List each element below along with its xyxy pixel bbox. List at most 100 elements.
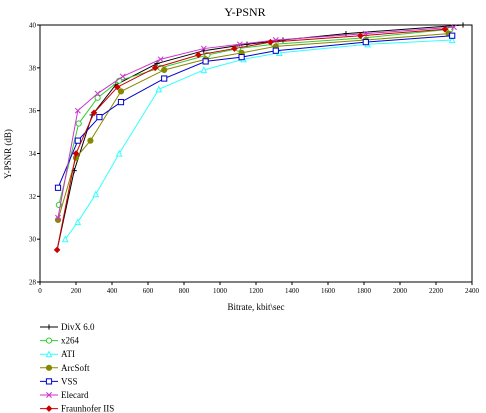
legend-item-x264: x264 <box>40 336 80 346</box>
legend-label: x264 <box>61 336 80 346</box>
legend-marker <box>46 324 52 330</box>
y-tick-label: 34 <box>29 150 37 158</box>
data-point <box>87 137 94 144</box>
data-point <box>54 184 62 191</box>
y-tick-label: 38 <box>29 64 37 72</box>
legend-label: Elecard <box>61 390 89 400</box>
x-axis-title: Bitrate, kbit\sec <box>228 302 285 312</box>
data-point <box>154 60 160 67</box>
data-point <box>236 41 243 48</box>
data-point <box>117 88 125 95</box>
legend: DivX 6.0 x264 ATI ArcSoft VSS Elecard Fraunhof… <box>40 322 114 413</box>
data-point <box>114 83 121 91</box>
data-point <box>151 64 159 72</box>
data-point <box>238 54 245 61</box>
plot-frame <box>39 24 473 283</box>
data-point <box>460 22 466 28</box>
data-point <box>74 137 81 144</box>
legend-marker <box>45 350 53 358</box>
data-point <box>272 47 279 54</box>
series-layer <box>53 22 466 254</box>
data-point <box>72 150 80 157</box>
series-ati <box>61 36 456 243</box>
legend-marker <box>45 364 53 371</box>
data-point <box>157 56 164 63</box>
x-tick-label: 2200 <box>429 287 444 295</box>
data-point <box>161 75 168 82</box>
data-point <box>115 149 123 157</box>
data-point <box>362 39 369 46</box>
data-point <box>94 90 101 97</box>
x-tick-label: 1000 <box>213 287 228 295</box>
x-tick-label: 200 <box>71 287 82 295</box>
y-tick-label: 30 <box>29 236 37 244</box>
series-x264 <box>55 26 454 208</box>
legend-item-elecard: Elecard <box>40 390 89 400</box>
x-axis: 0 200 400 600 800 1000 1200 1400 1600 1800 2000 220… <box>38 282 480 295</box>
data-point <box>267 38 274 46</box>
x-tick-label: 2000 <box>393 287 408 295</box>
data-point <box>202 58 209 65</box>
data-point <box>74 218 82 226</box>
legend-item-vss: VSS <box>40 376 78 386</box>
series-line-x264 <box>58 28 451 206</box>
series-line-divx-6-0 <box>56 24 464 250</box>
legend-marker <box>45 337 53 344</box>
series-line-ati <box>64 39 453 240</box>
data-point <box>200 45 207 52</box>
legend-item-arcsoft: ArcSoft <box>40 363 90 373</box>
data-point <box>61 235 69 243</box>
series-line-fraunhofer-iis <box>56 28 446 250</box>
x-tick-label: 0 <box>38 287 42 295</box>
legend-marker <box>45 378 53 385</box>
y-axis: 28 30 32 34 36 38 40 <box>29 22 40 287</box>
chart-title: Y-PSNR <box>224 5 265 19</box>
plot-area <box>39 24 473 283</box>
series-vss <box>54 32 456 191</box>
data-point <box>357 32 364 40</box>
legend-label: ArcSoft <box>61 363 90 373</box>
data-point <box>74 107 81 114</box>
data-point <box>451 24 457 31</box>
x-tick-label: 800 <box>179 287 190 295</box>
y-tick-label: 36 <box>29 107 37 115</box>
x-tick-label: 2400 <box>465 287 480 295</box>
data-point <box>448 36 456 44</box>
legend-label: ATI <box>61 349 75 359</box>
data-point <box>161 66 168 74</box>
data-point <box>155 85 163 93</box>
data-point <box>55 214 61 221</box>
series-fraunhofer-iis <box>53 25 449 254</box>
data-point <box>92 190 100 198</box>
series-arcsoft <box>54 30 452 223</box>
y-tick-label: 32 <box>29 193 37 201</box>
x-tick-label: 600 <box>143 287 154 295</box>
data-point <box>119 73 126 80</box>
data-point <box>117 99 125 106</box>
series-divx-6-0 <box>54 22 466 253</box>
data-point <box>96 113 103 121</box>
data-point <box>53 246 61 254</box>
data-point <box>449 32 456 39</box>
y-tick-label: 28 <box>29 279 37 287</box>
series-line-arcsoft <box>57 33 449 221</box>
data-point <box>90 109 98 117</box>
x-tick-label: 1600 <box>321 287 336 295</box>
data-point <box>75 120 82 127</box>
legend-marker <box>45 405 53 412</box>
x-tick-label: 400 <box>107 287 118 295</box>
legend-item-fraunhofer-iis: Fraunhofer IIS <box>40 404 114 413</box>
y-tick-label: 40 <box>29 22 37 30</box>
legend-marker <box>46 392 52 398</box>
data-point <box>441 25 449 33</box>
legend-item-ati: ATI <box>40 349 75 359</box>
legend-label: Fraunhofer IIS <box>61 404 114 413</box>
x-tick-label: 1200 <box>249 287 264 295</box>
data-point <box>231 45 238 52</box>
legend-item-divx-6-0: DivX 6.0 <box>40 322 95 332</box>
y-axis-title: Y-PSNR (dB) <box>3 129 13 179</box>
series-line-vss <box>57 35 453 188</box>
x-tick-label: 1800 <box>357 287 372 295</box>
data-point <box>94 94 101 101</box>
